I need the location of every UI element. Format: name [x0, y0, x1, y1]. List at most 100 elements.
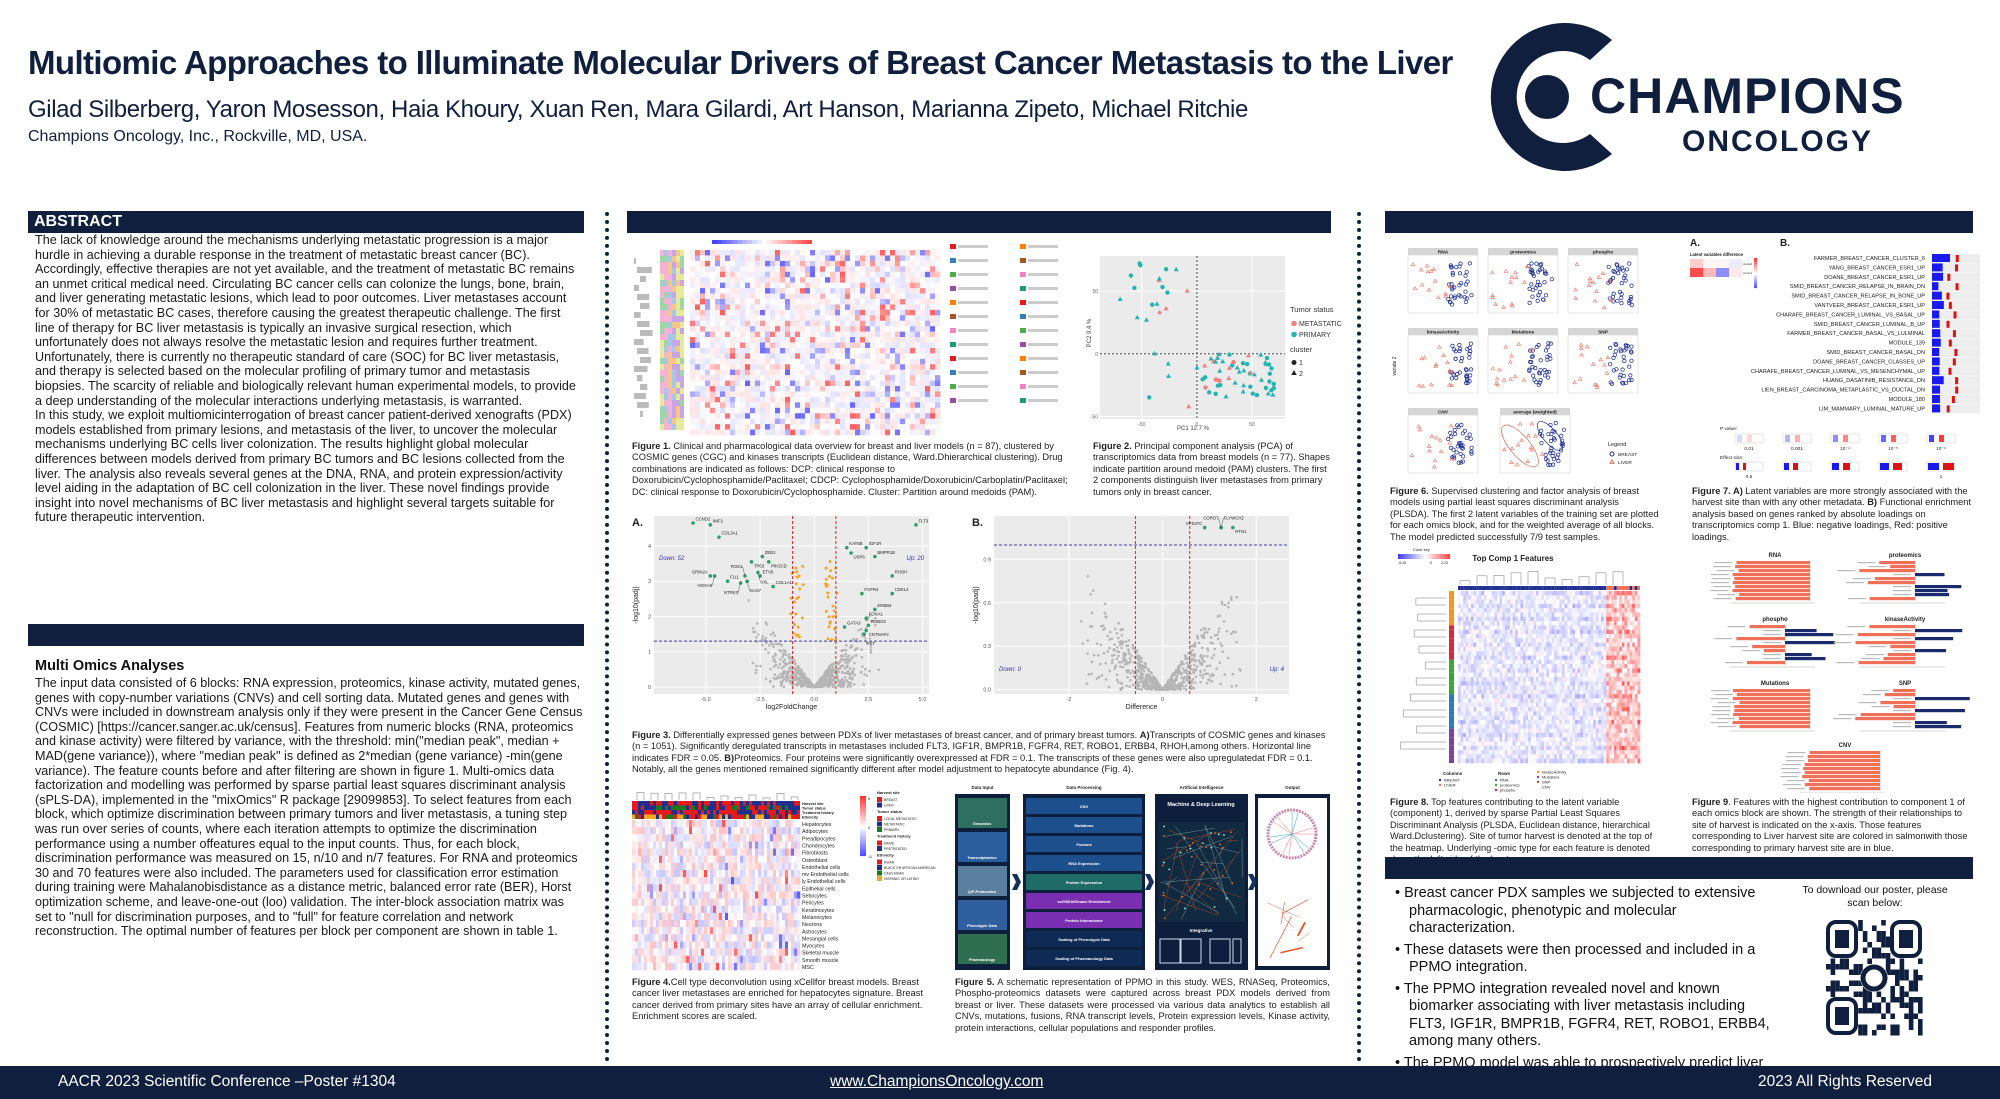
heatmap-cell — [692, 891, 696, 899]
heatmap-cell — [770, 288, 776, 294]
heatmap-cell — [720, 266, 726, 273]
heatmap-cell — [785, 413, 791, 419]
heatmap-cell — [794, 948, 798, 957]
gene-label: RET — [867, 641, 876, 646]
heatmap-cell — [750, 429, 756, 436]
heatmap-cell — [722, 905, 726, 914]
data-point — [1185, 679, 1189, 682]
data-point — [1174, 669, 1178, 672]
data-point — [1183, 676, 1187, 679]
heatmap-cell — [775, 342, 781, 349]
heatmap-cell — [850, 396, 856, 403]
heatmap-cell — [835, 250, 841, 256]
heatmap-cell — [920, 380, 926, 387]
heatmap-cell — [890, 250, 896, 256]
data-point — [1123, 662, 1127, 666]
significant-point — [831, 615, 835, 619]
legend-text — [958, 315, 988, 318]
heatmap-cell — [782, 870, 786, 878]
side-bar — [637, 348, 649, 354]
heatmap-cell — [770, 255, 776, 262]
heatmap-cell — [835, 418, 841, 425]
heatmap-cell — [653, 927, 657, 935]
data-point — [1106, 650, 1110, 653]
heatmap-cell — [735, 331, 741, 338]
heatmap-cell — [855, 282, 861, 289]
heatmap-cell — [779, 948, 783, 957]
heatmap-cell — [632, 884, 636, 892]
heatmap-cell — [900, 304, 906, 311]
legend-swatch — [950, 384, 956, 389]
heatmap-cell — [719, 820, 723, 828]
heatmap-cell — [690, 347, 696, 354]
heatmap-cell — [668, 834, 672, 842]
heatmap-cell — [689, 855, 693, 864]
data-point — [851, 655, 855, 659]
data-point — [795, 675, 798, 679]
gene-label: ETV5 — [763, 569, 774, 574]
heatmap-cell — [705, 418, 711, 425]
heatmap-cell — [773, 905, 777, 914]
heatmap-cell — [735, 288, 741, 294]
heatmap-cell — [835, 266, 841, 273]
annotation-cell — [746, 810, 749, 815]
data-point — [782, 685, 786, 689]
heatmap-cell — [755, 820, 759, 828]
annotation-cell — [755, 801, 758, 806]
heatmap-cell — [845, 391, 851, 398]
heatmap-cell — [715, 320, 721, 327]
gene-label: FLT3 — [919, 518, 929, 523]
annotation-cell — [653, 814, 656, 819]
heatmap-cell — [683, 891, 687, 899]
heatmap-cell — [865, 293, 871, 300]
heatmap-cell — [780, 369, 786, 376]
annotation-cell — [672, 328, 676, 334]
heatmap-cell — [795, 293, 801, 300]
heatmap-cell — [815, 277, 821, 283]
heatmap-cell — [746, 820, 750, 828]
heatmap-cell — [638, 827, 642, 835]
annotation-cell — [668, 406, 672, 412]
heatmap-cell — [805, 266, 811, 273]
data-point — [806, 679, 810, 683]
heatmap-cell — [749, 855, 753, 864]
heatmap-cell — [795, 402, 801, 409]
significant-point — [832, 609, 836, 613]
heatmap-cell — [656, 920, 660, 928]
heatmap-cell — [674, 912, 678, 921]
data-point — [1236, 369, 1242, 374]
heatmap-cell — [780, 288, 786, 294]
heatmap-cell — [713, 891, 717, 899]
heatmap-cell — [740, 891, 744, 899]
annotation-cell — [755, 814, 758, 819]
heatmap-cell — [700, 391, 706, 398]
heatmap-cell — [720, 331, 726, 338]
annotation-cell — [672, 334, 676, 340]
heatmap-cell — [734, 934, 738, 942]
heatmap-cell — [677, 834, 681, 842]
annotation-cell — [660, 328, 664, 334]
significant-point — [826, 637, 830, 641]
heatmap-cell — [716, 941, 720, 949]
annotation-cell — [749, 805, 752, 810]
heatmap-cell — [855, 293, 861, 300]
heatmap-cell — [760, 353, 766, 360]
heatmap-cell — [716, 877, 720, 885]
heatmap-cell — [870, 304, 876, 311]
heatmap-cell — [641, 955, 645, 964]
heatmap-cell — [731, 891, 735, 899]
heatmap-cell — [730, 260, 736, 267]
heatmap-cell — [788, 820, 792, 828]
heatmap-cell — [875, 386, 881, 392]
data-point — [1134, 314, 1140, 320]
heatmap-cell — [865, 282, 871, 289]
heatmap-cell — [910, 309, 916, 316]
data-point — [1267, 379, 1272, 384]
heatmap-cell — [755, 862, 759, 871]
heatmap-cell — [690, 424, 696, 430]
data-point — [1128, 657, 1132, 661]
heatmap-cell — [810, 271, 816, 278]
heatmap-cell — [662, 934, 666, 942]
down-count: Down: 52 — [659, 556, 685, 562]
heatmap-cell — [830, 396, 836, 403]
